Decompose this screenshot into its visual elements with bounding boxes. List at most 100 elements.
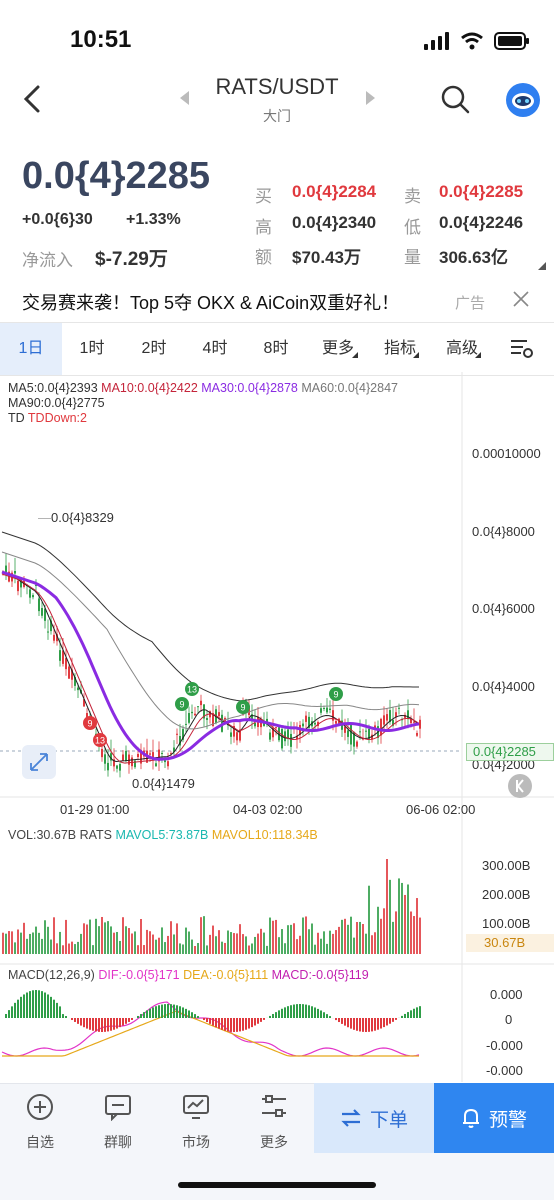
dif-legend: DIF:-0.0{5}171 <box>98 968 180 982</box>
macd-bar <box>257 1018 259 1024</box>
macd-bar <box>98 1018 100 1032</box>
tab-more[interactable]: 更多 <box>321 340 354 357</box>
macd-bar <box>146 1010 148 1018</box>
volume-bar <box>26 938 28 954</box>
volume-bar <box>263 932 265 954</box>
pair-title[interactable]: RATS/USDT <box>215 74 339 99</box>
macd-bar <box>227 1018 229 1032</box>
nav-market[interactable]: 市场 <box>166 1093 226 1152</box>
volume-bar <box>89 919 91 954</box>
ma5-line <box>1 571 420 763</box>
nav-chat[interactable]: 群聊 <box>88 1093 148 1152</box>
back-icon[interactable] <box>20 84 46 114</box>
candle <box>302 723 304 727</box>
macd-bar <box>38 990 40 1018</box>
tab-indicators[interactable]: 指标 <box>383 340 416 357</box>
volume-bar <box>404 894 406 954</box>
amount-value: $70.43万 <box>292 248 361 267</box>
candle <box>419 719 421 729</box>
macd-bar <box>284 1007 286 1018</box>
macd-bar <box>356 1018 358 1031</box>
candle <box>29 589 31 598</box>
macd-bar <box>407 1012 409 1018</box>
volume-bar <box>326 943 328 954</box>
volume-bar <box>377 906 379 954</box>
macd-bar <box>308 1005 310 1018</box>
tab-1d[interactable]: 1日 <box>0 323 62 375</box>
td-marker-label: 13 <box>187 685 197 695</box>
volume-bar <box>320 938 322 954</box>
candle <box>413 721 415 723</box>
macd-bar <box>206 1018 208 1022</box>
next-pair-icon[interactable] <box>366 91 375 105</box>
volume-bar <box>218 930 220 954</box>
macd-bar <box>347 1018 349 1028</box>
close-icon[interactable] <box>512 290 530 308</box>
candle <box>113 759 115 767</box>
tab-2h[interactable]: 2时 <box>141 340 167 357</box>
macd-bar <box>386 1018 388 1026</box>
nav-more[interactable]: 更多 <box>244 1093 304 1152</box>
macd-bar <box>233 1018 235 1032</box>
volume-bar <box>269 917 271 954</box>
order-button[interactable]: 下单 <box>314 1083 434 1153</box>
price-axis-label: 0.0{4}6000 <box>472 601 535 616</box>
robot-assistant-icon[interactable] <box>505 82 541 118</box>
dea-line <box>2 1010 419 1057</box>
macd-bar <box>248 1018 250 1029</box>
expand-stats-icon[interactable] <box>538 262 546 270</box>
volume-bar <box>284 943 286 954</box>
chart-settings-icon[interactable] <box>510 338 534 360</box>
macd-bar <box>86 1018 88 1029</box>
macd-bar <box>239 1018 241 1032</box>
macd-bar <box>395 1018 397 1020</box>
vol-legend: VOL:30.67B RATS <box>8 828 112 842</box>
macd-bar <box>272 1013 274 1018</box>
alert-button[interactable]: 预警 <box>434 1083 554 1153</box>
macd-bar <box>305 1004 307 1018</box>
volume-bar <box>209 934 211 954</box>
volume-bar <box>98 926 100 954</box>
volume-bar <box>107 921 109 954</box>
volume-bar <box>74 944 76 954</box>
volume-bar <box>407 884 409 954</box>
reset-view-icon[interactable] <box>508 774 532 798</box>
volume-bar <box>323 931 325 954</box>
macd-bar <box>8 1010 10 1018</box>
search-icon[interactable] <box>440 84 470 114</box>
volume-bar <box>308 929 310 954</box>
sell-label: 卖 <box>404 187 421 206</box>
volume-bar <box>233 933 235 954</box>
tab-1h[interactable]: 1时 <box>79 340 105 357</box>
macd-bar <box>143 1012 145 1018</box>
volume-bar <box>131 933 133 954</box>
tab-advanced[interactable]: 高级 <box>445 340 478 357</box>
ma90-line <box>1 531 419 702</box>
volume-bars-group <box>2 859 421 954</box>
nav-watchlist[interactable]: 自选 <box>10 1093 70 1152</box>
volume-bar <box>347 924 349 954</box>
ad-banner-text[interactable]: 交易赛来袭！Top 5夺 OKX & AiCoin双重好礼！ <box>22 293 400 313</box>
macd-bar <box>263 1018 265 1020</box>
volume-bar <box>242 934 244 954</box>
macd-bar <box>344 1018 346 1026</box>
candle <box>359 731 361 733</box>
candle <box>53 634 55 641</box>
macd-bar <box>215 1018 217 1028</box>
candle <box>236 732 238 741</box>
candle <box>107 762 109 771</box>
candle <box>308 716 310 728</box>
tab-8h[interactable]: 8时 <box>263 340 289 357</box>
ad-tag: 广告 <box>455 295 486 312</box>
tab-4h[interactable]: 4时 <box>202 340 228 357</box>
macd-bar <box>53 999 55 1018</box>
macd-bar <box>107 1018 109 1032</box>
prev-pair-icon[interactable] <box>180 91 189 105</box>
macd-bar <box>80 1018 82 1026</box>
volume-bar <box>380 918 382 954</box>
candle <box>17 580 19 592</box>
macd-bar <box>401 1015 403 1018</box>
low-value: 0.0{4}2246 <box>439 213 524 232</box>
expand-icon[interactable] <box>22 745 56 779</box>
